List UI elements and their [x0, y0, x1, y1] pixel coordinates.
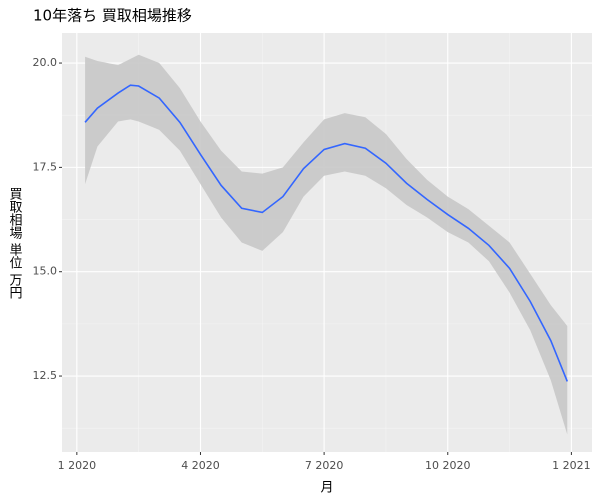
x-tick-label: 1 2020: [58, 459, 97, 472]
y-tick-label: 15.0: [33, 265, 58, 278]
x-tick-label: 7 2020: [305, 459, 344, 472]
y-axis-title: 買取相場 単位 万円: [7, 187, 23, 300]
marks: [84, 54, 569, 435]
smooth-line: [84, 84, 569, 382]
confidence-band: [85, 54, 568, 435]
x-tick-label: 1 2021: [552, 459, 591, 472]
x-axis-title: 月: [320, 481, 333, 496]
y-tick-label: 12.5: [33, 369, 58, 382]
x-tick-label: 10 2020: [425, 459, 471, 472]
y-tick-label: 17.5: [33, 160, 58, 173]
y-tick-label: 20.0: [33, 56, 58, 69]
x-tick-label: 4 2020: [181, 459, 220, 472]
chart-title: 10年落ち 買取相場推移: [33, 7, 192, 25]
